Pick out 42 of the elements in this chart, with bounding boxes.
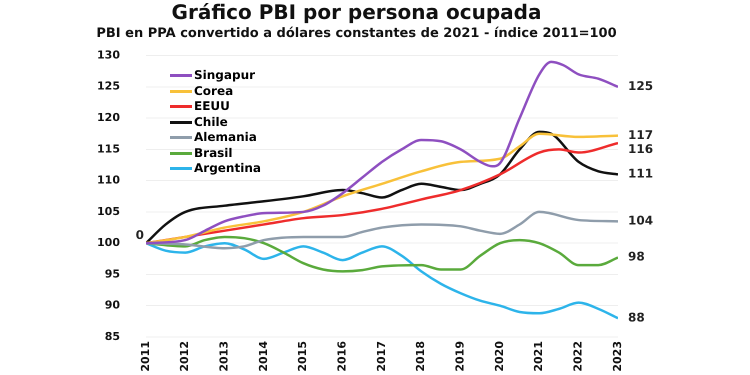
y-tick-label: 130 — [97, 48, 120, 62]
chart-title: Gráfico PBI por persona ocupada — [172, 0, 542, 24]
data-label: 116 — [628, 142, 654, 156]
x-tick-label: 2018 — [414, 341, 428, 372]
legend-label: Corea — [194, 84, 234, 99]
legend-label: Argentina — [194, 161, 261, 176]
data-label: 125 — [628, 78, 654, 93]
y-tick-label: 105 — [97, 204, 120, 218]
legend-label: Alemania — [194, 130, 257, 146]
x-tick-label: 2011 — [138, 341, 152, 372]
y-tick-label: 110 — [97, 174, 120, 187]
x-tick-label: 2013 — [218, 341, 231, 372]
text: 0 — [136, 228, 144, 242]
y-tick-label: 115 — [97, 142, 120, 156]
x-tick-label: 2015 — [296, 341, 310, 372]
x-tick-label: 2021 — [532, 341, 546, 372]
y-tick-label: 120 — [97, 110, 120, 124]
x-tick-label: 2016 — [336, 340, 349, 372]
legend-label: EEUU — [194, 99, 230, 114]
legend-label: Brasil — [194, 146, 233, 161]
x-tick-label: 2017 — [374, 341, 388, 372]
chart-subtitle: PBI en PPA convertido a dólares constantes de 2021 - índice 2011=100 — [96, 26, 617, 42]
y-tick-label: 85 — [104, 330, 120, 343]
x-tick-label: 2012 — [178, 341, 192, 372]
legend-label: Singapur — [194, 68, 256, 84]
data-label: 88 — [628, 310, 645, 324]
data-label: 104 — [628, 213, 654, 228]
line-series — [146, 242, 618, 320]
data-label: 111 — [628, 166, 654, 181]
y-tick-label: 100 — [97, 236, 120, 250]
y-tick-label: 125 — [97, 80, 120, 93]
data-label: 98 — [628, 250, 645, 264]
y-tick-label: 95 — [104, 267, 120, 280]
x-tick-label: 2019 — [454, 341, 467, 372]
data-label: 117 — [628, 128, 654, 142]
x-tick-label: 2014 — [256, 340, 270, 372]
x-tick-label: 2022 — [572, 341, 585, 372]
legend-label: Chile — [194, 114, 228, 130]
x-tick-label: 2023 — [610, 341, 624, 372]
line-series — [146, 60, 618, 244]
x-tick-label: 2020 — [492, 340, 506, 372]
y-tick-label: 90 — [104, 298, 120, 312]
